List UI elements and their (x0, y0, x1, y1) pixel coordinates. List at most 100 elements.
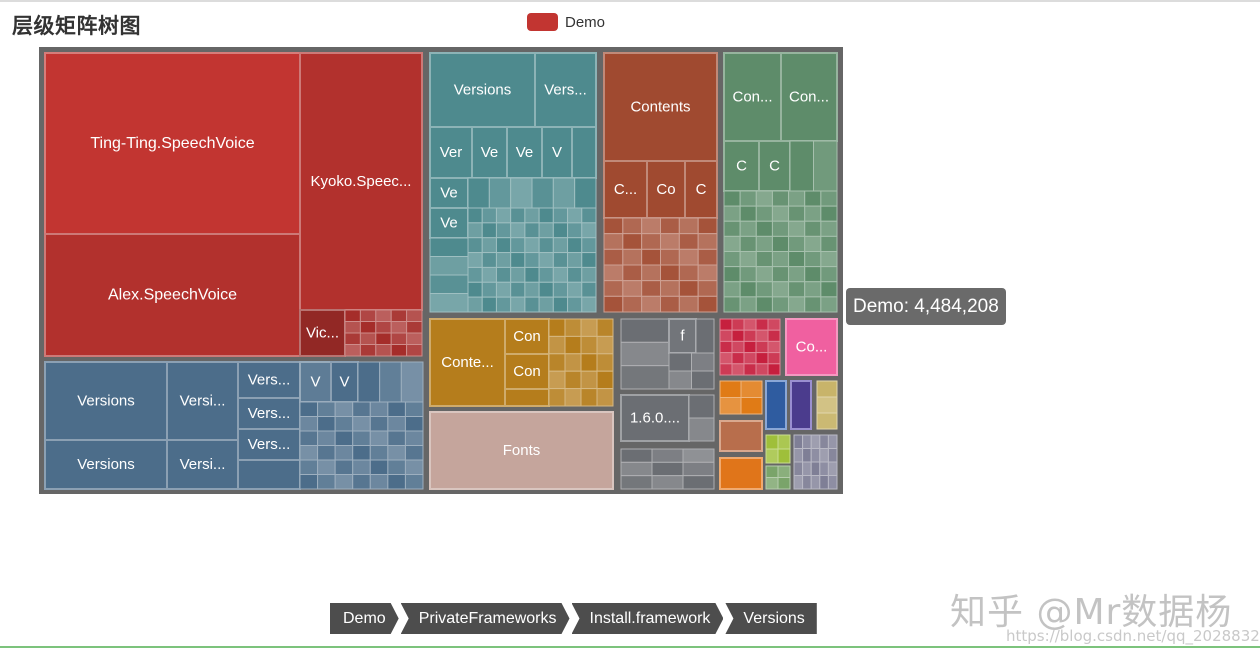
treemap-leaf[interactable] (603, 280, 624, 297)
treemap-leaf[interactable] (755, 266, 773, 283)
treemap-leaf[interactable] (788, 251, 806, 268)
treemap-leaf[interactable] (404, 401, 424, 417)
treemap-leaf[interactable] (369, 416, 389, 432)
treemap-leaf[interactable] (723, 235, 741, 252)
treemap-leaf[interactable] (467, 296, 483, 313)
treemap-leaf[interactable] (660, 280, 680, 297)
treemap-leaf[interactable] (334, 445, 354, 461)
breadcrumb-item-demo[interactable]: Demo (330, 603, 399, 634)
treemap-leaf[interactable] (660, 233, 680, 250)
treemap-leaf[interactable] (510, 237, 526, 254)
treemap-leaf[interactable] (538, 266, 554, 283)
treemap-leaf[interactable] (719, 340, 733, 354)
treemap-leaf[interactable] (723, 251, 741, 268)
treemap-leaf[interactable] (387, 445, 406, 461)
treemap-leaf[interactable] (816, 412, 838, 430)
treemap-leaf[interactable] (603, 264, 624, 282)
treemap-leaf[interactable] (524, 237, 540, 254)
treemap-leaf[interactable] (816, 380, 838, 398)
treemap-leaf[interactable] (697, 233, 718, 250)
treemap-leaf[interactable] (369, 459, 389, 475)
treemap-leaf[interactable] (404, 459, 424, 475)
treemap-leaf[interactable] (767, 318, 781, 331)
treemap-leaf[interactable] (682, 461, 715, 477)
treemap-leaf[interactable] (467, 281, 483, 298)
treemap-leaf[interactable] (580, 370, 598, 390)
treemap-leaf[interactable] (820, 205, 838, 222)
legend-item-demo[interactable]: Demo (527, 13, 605, 31)
treemap-leaf[interactable] (793, 461, 804, 476)
treemap-leaf[interactable] (387, 401, 406, 417)
treemap-leaf[interactable] (771, 251, 790, 268)
treemap-leaf[interactable] (641, 280, 662, 297)
treemap-leaf[interactable] (390, 332, 408, 345)
treemap-leaf[interactable] (723, 281, 741, 298)
treemap-leaf[interactable] (816, 396, 838, 414)
treemap-leaf[interactable] (406, 332, 423, 345)
treemap-leaf[interactable] (359, 309, 377, 322)
treemap-leaf[interactable] (510, 296, 526, 313)
treemap-leaf[interactable] (495, 266, 512, 283)
treemap-cell[interactable] (429, 207, 469, 239)
treemap-leaf[interactable] (317, 430, 336, 446)
treemap-leaf[interactable] (375, 321, 392, 334)
treemap-leaf[interactable] (548, 335, 566, 355)
treemap-cell[interactable] (299, 309, 346, 357)
treemap-leaf[interactable] (622, 295, 643, 313)
treemap-leaf[interactable] (765, 477, 779, 490)
treemap-leaf[interactable] (379, 361, 402, 403)
treemap-leaf[interactable] (819, 448, 829, 463)
treemap-leaf[interactable] (552, 281, 569, 298)
treemap-leaf[interactable] (495, 237, 512, 254)
treemap-leaf[interactable] (524, 207, 540, 224)
treemap-leaf[interactable] (813, 140, 838, 192)
treemap-leaf[interactable] (771, 281, 790, 298)
treemap-leaf[interactable] (369, 401, 389, 417)
treemap-leaf[interactable] (620, 448, 653, 463)
treemap-leaf[interactable] (802, 475, 812, 490)
treemap-leaf[interactable] (375, 332, 392, 345)
treemap-leaf[interactable] (495, 222, 512, 239)
treemap-cell[interactable] (758, 140, 791, 192)
treemap-leaf[interactable] (723, 205, 741, 222)
treemap-leaf[interactable] (777, 477, 791, 490)
treemap-leaf[interactable] (827, 461, 838, 476)
treemap-leaf[interactable] (538, 296, 554, 313)
treemap-leaf[interactable] (406, 321, 423, 334)
treemap-leaf[interactable] (719, 318, 733, 331)
treemap-leaf[interactable] (299, 459, 319, 475)
treemap-leaf[interactable] (524, 296, 540, 313)
treemap-leaf[interactable] (548, 370, 566, 390)
treemap-leaf[interactable] (719, 329, 733, 342)
treemap-leaf[interactable] (510, 222, 526, 239)
treemap-leaf[interactable] (481, 207, 497, 224)
treemap-cell[interactable] (571, 126, 597, 179)
treemap-leaf[interactable] (481, 252, 497, 268)
treemap-leaf[interactable] (697, 248, 718, 266)
treemap-leaf[interactable] (755, 318, 769, 331)
treemap-leaf[interactable] (524, 252, 540, 268)
treemap-leaf[interactable] (771, 266, 790, 283)
treemap-leaf[interactable] (620, 475, 653, 490)
treemap-leaf[interactable] (429, 274, 469, 294)
treemap-leaf[interactable] (552, 296, 569, 313)
treemap-leaf[interactable] (552, 252, 569, 268)
treemap-leaf[interactable] (622, 248, 643, 266)
treemap-leaf[interactable] (510, 177, 533, 209)
treemap-leaf[interactable] (538, 252, 554, 268)
treemap-leaf[interactable] (581, 296, 597, 313)
treemap-leaf[interactable] (819, 461, 829, 476)
treemap-leaf[interactable] (467, 266, 483, 283)
treemap-leaf[interactable] (574, 177, 597, 209)
treemap-leaf[interactable] (596, 388, 614, 407)
treemap-leaf[interactable] (755, 340, 769, 354)
treemap-leaf[interactable] (767, 329, 781, 342)
treemap-leaf[interactable] (390, 321, 408, 334)
treemap-leaf[interactable] (789, 140, 814, 192)
treemap-cell[interactable] (780, 52, 838, 142)
treemap-leaf[interactable] (567, 252, 583, 268)
treemap-leaf[interactable] (317, 416, 336, 432)
treemap-cell[interactable] (620, 394, 690, 442)
treemap-cell[interactable] (790, 380, 812, 430)
treemap-leaf[interactable] (481, 296, 497, 313)
